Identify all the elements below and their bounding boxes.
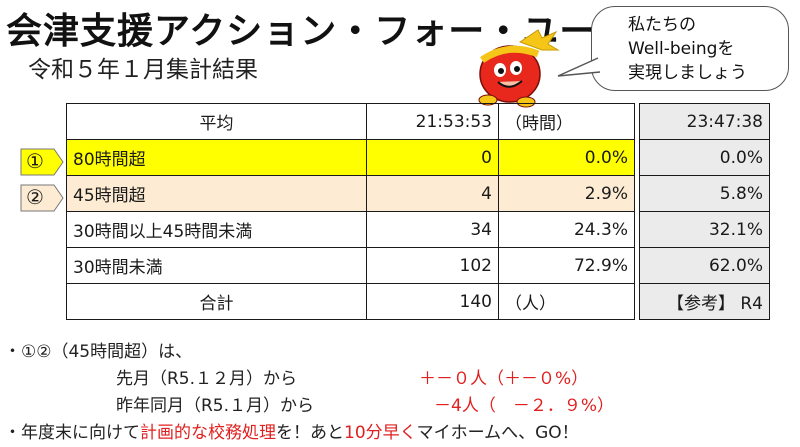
note-line-3-value: －4人（ －２．９%）	[434, 396, 614, 416]
row-reference: 【参考】 R4	[639, 283, 770, 320]
row-reference: 62.0%	[639, 247, 770, 284]
page-title: 会津支援アクション・フォー・ユー	[6, 11, 597, 52]
mascot-icon	[478, 29, 560, 108]
marker-1-label: ①	[26, 149, 44, 173]
note-line-2-value: ＋－０人（＋－０%）	[419, 369, 589, 389]
row-label: 80時間超	[66, 139, 367, 176]
note-line-1: ・①②（45時間超）は、	[4, 342, 193, 362]
table-row-30-to-45: 30時間以上45時間未満 34 24.3% 32.1%	[66, 211, 770, 248]
row-value: 0	[366, 139, 499, 176]
table-row-over-45: 45時間超 4 2.9% 5.8%	[66, 175, 770, 212]
table-row-under-30: 30時間未満 102 72.9% 62.0%	[66, 247, 770, 284]
row-percent: 24.3%	[498, 211, 635, 248]
speech-bubble	[591, 6, 789, 91]
table-row-total: 合計 140 （人） 【参考】 R4	[66, 283, 770, 320]
note-line-4: ・年度末に向けて計画的な校務処理を！あと10分早くマイホームへ、GO！	[4, 420, 579, 447]
row-value: 34	[366, 211, 499, 248]
note-line-4-pre: ・年度末に向けて	[4, 423, 140, 443]
row-reference: 23:47:38	[639, 103, 770, 140]
row-unit: （人）	[498, 283, 635, 320]
marker-2-label: ②	[26, 185, 44, 209]
row-label: 30時間未満	[66, 247, 367, 284]
speech-bubble-tail	[557, 57, 601, 77]
row-unit: （時間）	[498, 103, 635, 140]
row-value: 102	[366, 247, 499, 284]
row-value: 21:53:53	[366, 103, 499, 140]
note-line-4-post: マイホームへ、GO！	[416, 423, 579, 443]
marker-1-icon	[20, 148, 64, 176]
note-line-3-label: 昨年同月（R5.１月）から	[116, 396, 315, 416]
speech-bubble-text: 私たちの Well-beingを 実現しましょう	[628, 15, 747, 83]
note-line-2-label: 先月（R5.１２月）から	[116, 369, 298, 389]
row-label: 合計	[66, 283, 367, 320]
page-subtitle: 令和５年１月集計結果	[28, 57, 258, 83]
note-line-4-mid: を！あと	[276, 423, 344, 443]
row-reference: 0.0%	[639, 139, 770, 176]
row-percent: 0.0%	[498, 139, 635, 176]
note-line-4-emphasis-2: 10分早く	[344, 423, 417, 443]
summary-table: 平均 21:53:53 （時間） 23:47:38 80時間超 0 0.0% 0…	[66, 103, 770, 320]
table-row-over-80: 80時間超 0 0.0% 0.0%	[66, 139, 770, 176]
row-value: 140	[366, 283, 499, 320]
row-label: 平均	[66, 103, 367, 140]
row-reference: 5.8%	[639, 175, 770, 212]
row-percent: 72.9%	[498, 247, 635, 284]
row-reference: 32.1%	[639, 211, 770, 248]
row-value: 4	[366, 175, 499, 212]
row-label: 45時間超	[66, 175, 367, 212]
note-line-4-emphasis-1: 計画的な校務処理	[140, 423, 276, 443]
row-label: 30時間以上45時間未満	[66, 211, 367, 248]
row-percent: 2.9%	[498, 175, 635, 212]
marker-2-icon	[20, 184, 64, 212]
table-row-average: 平均 21:53:53 （時間） 23:47:38	[66, 103, 770, 140]
